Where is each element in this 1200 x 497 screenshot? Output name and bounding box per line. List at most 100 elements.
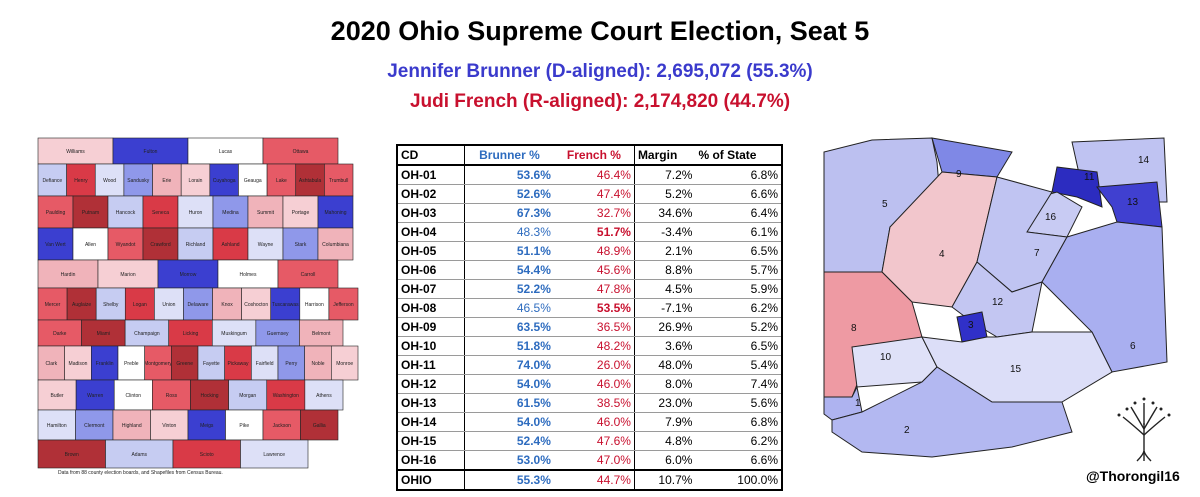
county-shape (262, 409, 301, 441)
county-label: Morgan (239, 393, 256, 399)
county-label: Marion (120, 272, 136, 278)
county-label: Mercer (45, 302, 61, 308)
county-shape (270, 287, 301, 321)
table-row: OH-09 63.5% 36.5% 26.9% 5.2% (397, 317, 782, 337)
county-label: Delaware (187, 302, 208, 308)
cell-state: 6.6% (695, 184, 782, 204)
cell-margin: 8.0% (634, 374, 696, 394)
total-french: 44.7% (553, 469, 635, 490)
county-label: Fayette (203, 361, 220, 367)
district-label-1: 1 (855, 398, 861, 409)
county-shape (105, 439, 174, 469)
county-label: Morrow (180, 272, 197, 278)
county-label: Carroll (301, 272, 316, 278)
county-shape (211, 319, 257, 347)
county-label: Van Wert (45, 242, 66, 248)
county-label: Pike (239, 423, 249, 429)
county-shape (247, 195, 284, 229)
county-label: Huron (189, 210, 203, 216)
county-shape (154, 287, 184, 321)
district-2 (831, 366, 1073, 458)
county-label: Sandusky (127, 178, 149, 184)
county-label: Knox (221, 302, 233, 308)
district-label-13: 13 (1127, 197, 1139, 208)
county-label: Greene (176, 361, 193, 367)
cell-margin: 23.0% (634, 393, 696, 413)
cell-margin: 2.1% (634, 241, 696, 261)
cell-cd: OH-07 (397, 279, 465, 299)
county-label: Wyandot (116, 242, 136, 248)
county-shape (299, 319, 344, 347)
county-shape (37, 439, 106, 469)
table-row: OH-14 54.0% 46.0% 7.9% 6.8% (397, 412, 782, 432)
county-label: Crawford (150, 242, 171, 248)
cell-cd: OH-01 (397, 165, 465, 185)
county-label: Clark (45, 361, 57, 367)
county-label: Clermont (84, 423, 105, 429)
total-state: 100.0% (695, 469, 782, 490)
county-label: Shelby (103, 302, 119, 308)
county-shape (177, 227, 214, 261)
county-shape (142, 195, 179, 229)
county-label: Belmont (312, 331, 331, 337)
county-label: Guernsey (267, 331, 289, 337)
county-label: Ashtabula (299, 178, 321, 184)
county-shape (81, 319, 126, 347)
table-row: OH-03 67.3% 32.7% 34.6% 6.4% (397, 203, 782, 223)
cell-french: 51.7% (553, 222, 635, 242)
county-label: Paulding (46, 210, 66, 216)
county-label: Montgomery (144, 361, 172, 367)
cell-french: 32.7% (553, 203, 635, 223)
cell-brunner: 54.0% (464, 412, 554, 432)
cell-french: 46.0% (553, 412, 635, 432)
county-label: Allen (85, 242, 96, 248)
district-label-14: 14 (1138, 155, 1150, 166)
cell-french: 47.6% (553, 431, 635, 451)
county-shape (107, 227, 144, 261)
cell-state: 7.4% (695, 374, 782, 394)
county-label: Clinton (126, 393, 142, 399)
county-shape (247, 227, 284, 261)
cell-french: 38.5% (553, 393, 635, 413)
county-label: Madison (69, 361, 88, 367)
cell-french: 26.0% (553, 355, 635, 375)
county-shape (317, 227, 354, 261)
cell-french: 46.4% (553, 165, 635, 185)
cell-margin: 26.9% (634, 317, 696, 337)
county-label: Monroe (336, 361, 353, 367)
county-label: Union (162, 302, 175, 308)
cell-cd: OH-16 (397, 450, 465, 471)
district-label-2: 2 (904, 425, 910, 436)
county-shape (304, 345, 332, 381)
table-row: OH-01 53.6% 46.4% 7.2% 6.8% (397, 165, 782, 185)
county-label: Lawrence (263, 452, 285, 458)
county-shape (123, 163, 153, 197)
county-label: Ottawa (293, 149, 309, 155)
county-label: Erie (162, 178, 171, 184)
chart-title: 2020 Ohio Supreme Court Election, Seat 5 (330, 16, 870, 46)
county-shape (112, 409, 151, 441)
county-label: Putnam (82, 210, 99, 216)
county-label: Scioto (200, 452, 214, 458)
district-map: 14 9 11 13 16 5 4 7 12 3 8 10 6 15 1 2 (823, 137, 1168, 458)
cell-margin: 8.8% (634, 260, 696, 280)
county-shape (240, 439, 309, 469)
table-row: OH-08 46.5% 53.5% -7.1% 6.2% (397, 298, 782, 318)
cell-cd: OH-08 (397, 298, 465, 318)
county-label: Warren (87, 393, 103, 399)
source-note: Data from 88 county election boards, and… (58, 470, 223, 476)
county-shape (91, 345, 119, 381)
district-label-16: 16 (1045, 212, 1057, 223)
district-label-12: 12 (992, 297, 1004, 308)
county-label: Jefferson (333, 302, 354, 308)
county-label: Wood (103, 178, 116, 184)
county-shape (228, 379, 268, 411)
county-shape (37, 319, 82, 347)
county-grid: Williams Fulton Lucas Ottawa Defiance Henry Wo… (37, 137, 359, 469)
county-label: Muskingum (221, 331, 247, 337)
district-11 (1051, 166, 1103, 208)
white-tree-logo (1117, 397, 1171, 462)
cell-french: 53.5% (553, 298, 635, 318)
county-shape (180, 163, 211, 197)
cell-cd: OH-12 (397, 374, 465, 394)
